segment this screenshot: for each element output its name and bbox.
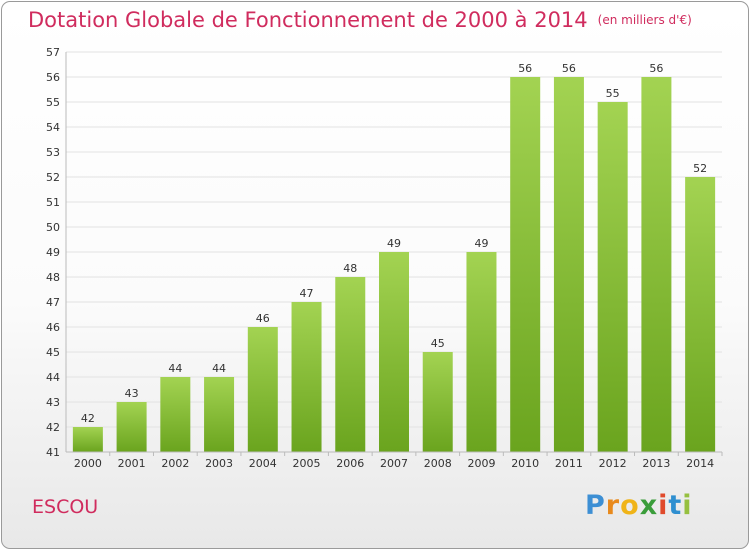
bar-value-label: 43: [125, 387, 139, 400]
y-tick-label: 47: [46, 296, 60, 309]
bar-value-label: 49: [387, 237, 401, 250]
x-tick-label: 2001: [118, 457, 146, 470]
x-tick-label: 2004: [249, 457, 277, 470]
x-tick-label: 2013: [642, 457, 670, 470]
proxiti-logo: Proxiti: [585, 490, 693, 521]
y-tick-label: 42: [46, 421, 60, 434]
bar-value-label: 44: [212, 362, 226, 375]
bar: [379, 252, 409, 452]
bar-value-label: 46: [256, 312, 270, 325]
y-tick-label: 57: [46, 46, 60, 59]
x-tick-label: 2003: [205, 457, 233, 470]
bar-value-label: 56: [518, 62, 532, 75]
y-tick-label: 48: [46, 271, 60, 284]
bar-value-label: 47: [300, 287, 314, 300]
x-tick-label: 2007: [380, 457, 408, 470]
y-tick-label: 55: [46, 96, 60, 109]
bar: [116, 402, 147, 452]
commune-name: ESCOU: [32, 496, 99, 518]
bar: [685, 177, 716, 452]
logo-letter: r: [605, 490, 621, 521]
bar-value-label: 52: [693, 162, 707, 175]
y-tick-label: 46: [46, 321, 60, 334]
bar: [641, 77, 672, 452]
y-tick-label: 45: [46, 346, 60, 359]
bar: [597, 102, 628, 452]
x-tick-label: 2002: [161, 457, 189, 470]
x-tick-label: 2005: [293, 457, 321, 470]
y-tick-label: 50: [46, 221, 60, 234]
bar: [247, 327, 278, 452]
logo-letter: t: [668, 490, 683, 521]
bar: [72, 427, 103, 452]
bar: [422, 352, 453, 452]
y-tick-label: 56: [46, 71, 60, 84]
logo-letter: i: [658, 490, 669, 521]
x-tick-label: 2010: [511, 457, 539, 470]
y-tick-label: 52: [46, 171, 60, 184]
y-tick-label: 43: [46, 396, 60, 409]
bar-value-label: 55: [606, 87, 620, 100]
y-tick-label: 53: [46, 146, 60, 159]
x-tick-label: 2006: [336, 457, 364, 470]
y-tick-label: 49: [46, 246, 60, 259]
logo-letter: i: [682, 490, 693, 521]
x-tick-label: 2008: [424, 457, 452, 470]
y-tick-label: 51: [46, 196, 60, 209]
bar-layer: 42 43 44 44 46 47 48 49 45 49 56 56 55 56 52: [72, 62, 716, 452]
logo-letter: P: [585, 490, 606, 521]
logo-letter: o: [620, 490, 640, 521]
chart-title-text: Dotation Globale de Fonctionnement de 20…: [28, 8, 588, 32]
unit-note: (en milliers d'€): [597, 13, 692, 27]
y-tick-label: 44: [46, 371, 60, 384]
bar-value-label: 44: [168, 362, 182, 375]
bar: [553, 77, 584, 452]
y-tick-label: 41: [46, 446, 60, 459]
x-tick-label: 2014: [686, 457, 714, 470]
bar-value-label: 49: [474, 237, 488, 250]
chart-title: Dotation Globale de Fonctionnement de 20…: [28, 8, 692, 32]
x-tick-label: 2011: [555, 457, 583, 470]
bar: [510, 77, 541, 452]
x-tick-label: 2012: [599, 457, 627, 470]
bar-value-label: 42: [81, 412, 95, 425]
bar: [291, 302, 322, 452]
x-tick-label: 2000: [74, 457, 102, 470]
logo-letter: x: [639, 490, 659, 521]
bar: [160, 377, 191, 452]
bar-value-label: 56: [562, 62, 576, 75]
x-tick-label: 2009: [467, 457, 495, 470]
axis-layer: 41 42 43 44 45 46 47 48 49 50 51 52 53 54 55 56 57 2000 20…: [46, 46, 723, 470]
bar: [335, 277, 366, 452]
bar-value-label: 48: [343, 262, 357, 275]
bar: [466, 252, 497, 452]
y-tick-label: 54: [46, 121, 60, 134]
bar-value-label: 45: [431, 337, 445, 350]
bar-value-label: 56: [649, 62, 663, 75]
bar: [204, 377, 235, 452]
